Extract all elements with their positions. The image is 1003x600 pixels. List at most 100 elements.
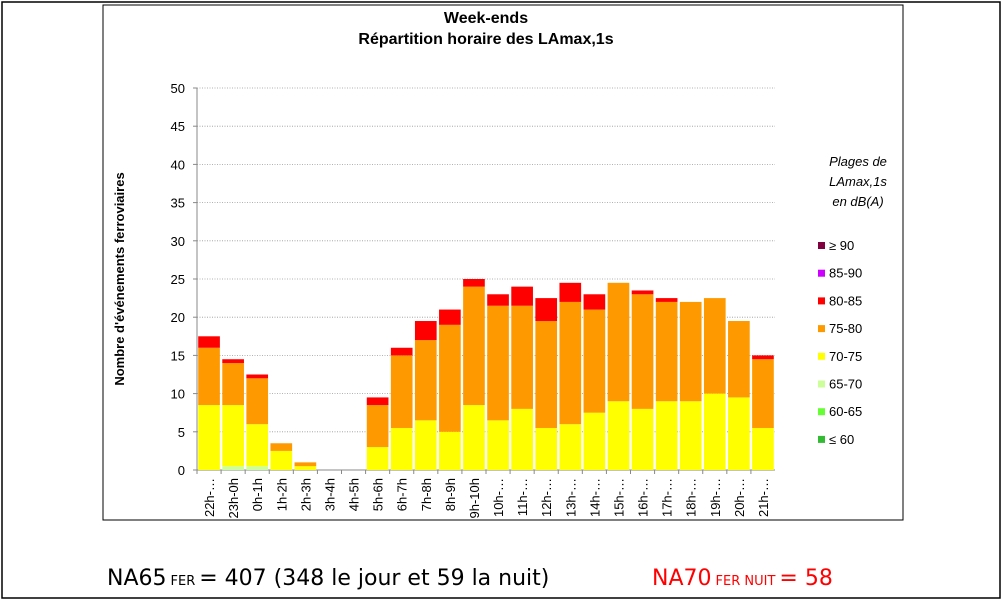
bar-segment [679,401,702,470]
x-tick-label: 14h-… [587,478,602,517]
chart-frame [102,4,904,521]
bar-segment [246,378,269,425]
bar-segment [439,324,461,432]
bar-segment [222,405,244,467]
bar-segment [246,466,269,470]
footer-main: NA65 [107,566,167,591]
bar-segment [366,405,389,448]
x-tick-label: 18h-… [684,478,699,517]
y-tick-label: 10 [171,387,185,402]
y-tick-label: 45 [171,119,185,134]
bar-segment [752,427,774,470]
x-tick-label: 0h-1h [250,478,265,511]
x-tick-label: 13h-… [563,478,578,517]
chart-title: Week-ends [444,10,528,27]
bar-segment [246,374,269,379]
y-tick-label: 15 [171,348,185,363]
x-tick-label: 21h-… [756,478,771,517]
bar-segment [752,359,774,428]
footer-left: NA65 FER = 407 (348 le jour et 59 la nuit) [107,566,549,591]
legend-swatch [818,435,825,443]
footer-sub: FER NUIT [716,574,776,589]
bar-segment [270,450,293,470]
bar-segment [294,462,317,467]
bar-segment [607,401,630,470]
bar-segment [655,298,678,302]
legend-title: Plages de [829,154,887,169]
legend-label: 80-85 [829,293,862,308]
bar-segment [414,321,437,341]
y-tick-label: 0 [178,463,185,478]
bar-segment [487,294,509,306]
legend-label: 85-90 [829,266,862,281]
x-tick-label: 19h-… [708,478,723,517]
bar-segment [535,298,558,322]
x-tick-label: 10h-… [491,478,506,517]
x-tick-label: 8h-9h [443,478,458,511]
y-axis-label: Nombre d'événements ferroviaires [112,172,127,385]
legend-label: ≤ 60 [829,432,854,447]
bar-segment [655,401,678,470]
bar-segment [583,294,606,310]
bar-segment [198,336,220,348]
legend-swatch [818,325,825,333]
footer-right: NA70 FER NUIT = 58 [652,566,833,591]
y-tick-label: 50 [171,81,185,96]
x-tick-label: 12h-… [539,478,554,517]
x-tick-label: 20h-… [732,478,747,517]
bar-segment [607,282,630,402]
bar-segment [222,359,244,364]
y-tick-label: 25 [171,272,185,287]
bar-segment [631,408,654,470]
bar-segment [728,397,750,470]
bar-segment [703,393,726,470]
x-tick-label: 3h-4h [322,478,337,511]
x-tick-label: 23h-0h [226,478,241,518]
x-tick-label: 6h-7h [395,478,410,511]
bar-segment [728,321,750,398]
legend-swatch [818,269,825,277]
x-tick-label: 16h-… [636,478,651,517]
bar-segment [198,347,220,406]
bar-segment [535,321,558,428]
footer-rest: = 407 (348 le jour et 59 la nuit) [199,566,549,591]
bar-segment [414,420,437,470]
bar-segment [487,420,509,470]
bar-segment [511,408,533,470]
bar-segment [439,309,461,325]
y-tick-label: 20 [171,310,185,325]
x-tick-label: 17h-… [660,478,675,517]
bar-segment [390,427,413,470]
x-tick-label: 15h-… [611,478,626,517]
x-tick-label: 11h-… [515,478,530,516]
legend-title: LAmax,1s [829,174,887,189]
legend-label: 70-75 [829,349,862,364]
bar-segment [703,298,726,394]
bar-segment [294,466,317,470]
bar-segment [583,309,606,413]
bar-segment [463,279,485,287]
x-tick-label: 1h-2h [274,478,289,511]
bar-segment [222,363,244,406]
bar-segment [511,286,533,306]
bar-segment [439,431,461,470]
legend-swatch [818,380,825,388]
bar-segment [390,347,413,356]
legend-swatch [818,408,825,416]
x-tick-label: 9h-10h [467,478,482,518]
y-tick-label: 30 [171,234,185,249]
bar-segment [559,301,582,425]
bar-segment [583,412,606,470]
legend-label: ≥ 90 [829,238,854,253]
bar-segment [366,447,389,470]
bar-segment [463,405,485,470]
y-tick-label: 5 [178,425,185,440]
x-tick-label: 7h-8h [419,478,434,511]
legend-swatch [818,242,825,249]
bar-segment [270,443,293,451]
bar-segment [222,466,244,470]
bar-segment [631,294,654,409]
bar-segment [631,290,654,295]
